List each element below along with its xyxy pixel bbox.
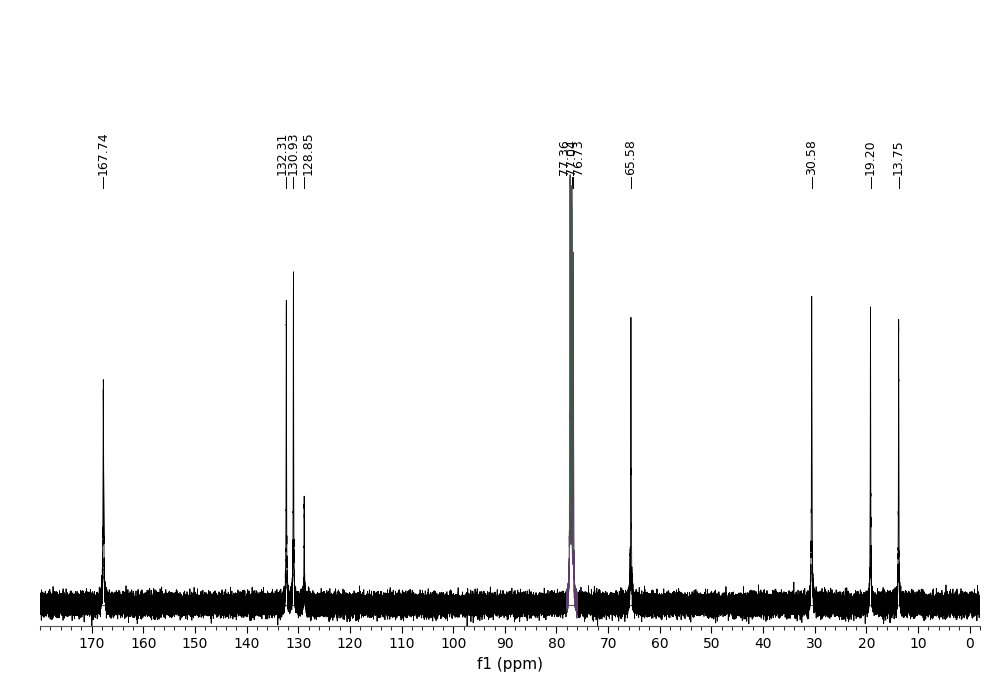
Text: 13.75: 13.75 bbox=[892, 140, 905, 175]
Text: 19.20: 19.20 bbox=[864, 140, 877, 175]
X-axis label: f1 (ppm): f1 (ppm) bbox=[477, 657, 543, 672]
Text: 65.58: 65.58 bbox=[624, 139, 637, 175]
Text: 76.73: 76.73 bbox=[572, 140, 585, 175]
Text: 77.36: 77.36 bbox=[558, 140, 571, 175]
Text: 30.58: 30.58 bbox=[805, 139, 818, 175]
Text: 77.04: 77.04 bbox=[565, 139, 578, 175]
Text: 132.31: 132.31 bbox=[276, 132, 289, 175]
Text: 128.85: 128.85 bbox=[302, 131, 315, 175]
Text: 167.74: 167.74 bbox=[97, 131, 110, 175]
Text: 130.93: 130.93 bbox=[287, 131, 300, 175]
